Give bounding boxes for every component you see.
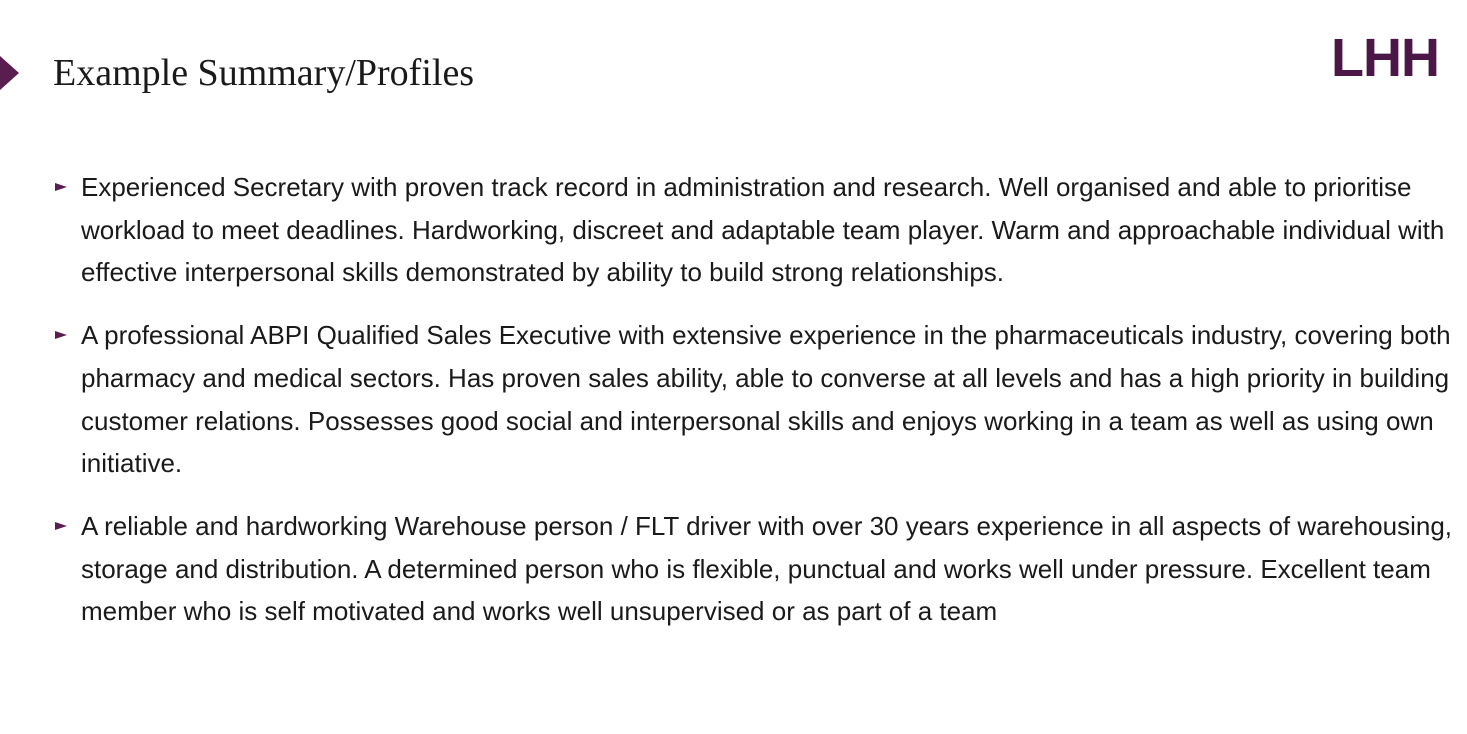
triangle-right-icon <box>55 331 67 340</box>
profile-text: A reliable and hardworking Warehouse per… <box>81 510 1453 627</box>
page-title: Example Summary/Profiles <box>53 52 475 94</box>
list-item: A reliable and hardworking Warehouse per… <box>53 505 1453 633</box>
profile-text: A professional ABPI Qualified Sales Exec… <box>81 320 1451 479</box>
section-marker-icon <box>0 56 19 90</box>
triangle-right-icon <box>55 183 67 191</box>
triangle-right-icon <box>55 521 67 530</box>
lhh-logo: LHH <box>1331 28 1440 88</box>
profile-list: Experienced Secretary with proven track … <box>53 166 1453 653</box>
list-item: Experienced Secretary with proven track … <box>53 166 1453 294</box>
list-item: A professional ABPI Qualified Sales Exec… <box>53 314 1453 485</box>
profile-text: Experienced Secretary with proven track … <box>81 172 1445 288</box>
